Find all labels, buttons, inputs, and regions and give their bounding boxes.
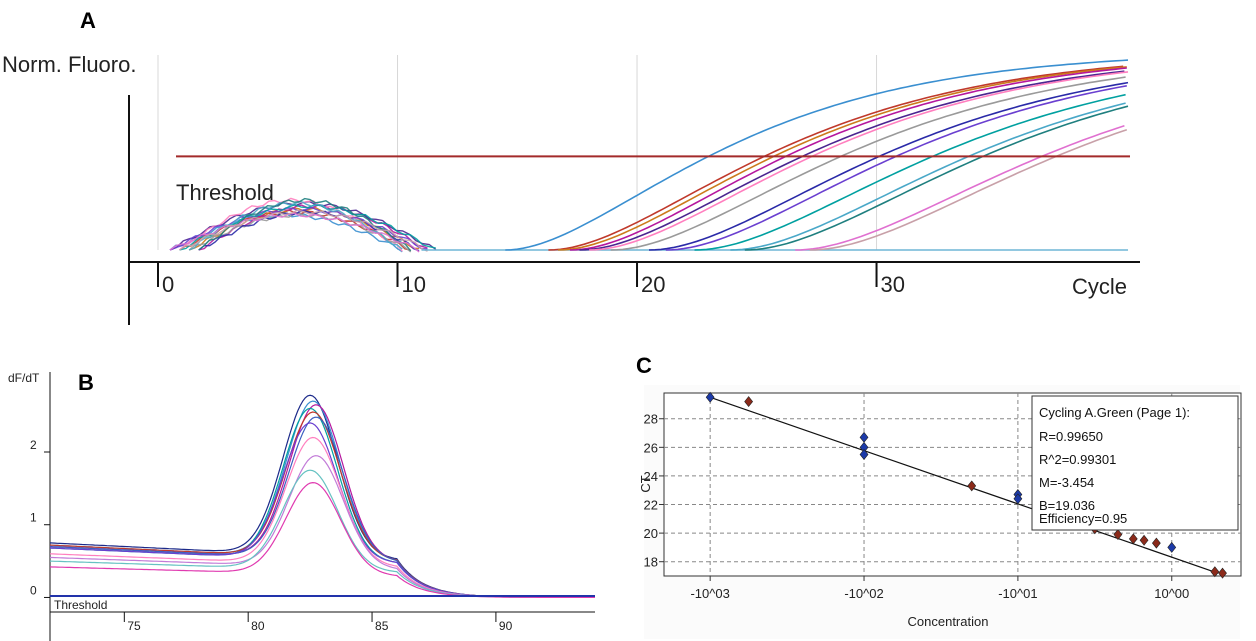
panel-b-melt-curve [49, 481, 595, 598]
panel-b-y-tick-label: 2 [30, 438, 37, 452]
panel-c-y-tick-label: 22 [644, 498, 658, 513]
panel-a-ylabel: Norm. Fluoro. [2, 52, 136, 77]
panel-b-y-tick-label: 0 [30, 583, 37, 597]
panel-a-x-tick-label: 10 [402, 272, 426, 297]
panel-b-ylabel: dF/dT [8, 371, 40, 385]
panel-b-y-tick-label: 1 [30, 511, 37, 525]
panel-a-amplification-curve [795, 124, 1125, 251]
panel-b-melt-curve [49, 469, 595, 598]
panel-b-x-tick-label: 80 [251, 619, 265, 633]
panel-b-melt-curve [49, 422, 595, 598]
panel-c-ylabel: CT [638, 475, 653, 492]
panel-a-amplification-curve [809, 128, 1128, 251]
panel-a-x-tick-label: 20 [641, 272, 665, 297]
panel-c-legend-line: M=-3.454 [1039, 475, 1094, 490]
panel-a-amplification-curve [744, 105, 1129, 251]
panel-c-y-tick-label: 26 [644, 440, 658, 455]
panel-b: B dF/dT 75 80 85 90 0 1 2 Threshold [8, 370, 595, 641]
panel-c-y-tick-label: 24 [644, 469, 658, 484]
panel-a-gridlines [157, 55, 878, 250]
panel-a-amplification-curve [548, 65, 1124, 251]
panel-a-baseline-noise [169, 197, 1129, 253]
panel-a-curves [505, 59, 1129, 251]
panel-a-threshold-label: Threshold [176, 180, 274, 205]
panel-c-y-tick-label: 28 [644, 412, 658, 427]
panel-c-data-point [1013, 493, 1023, 505]
panel-b-melt-curve [49, 436, 595, 598]
panel-c-legend-line: Efficiency=0.95 [1039, 511, 1127, 526]
panel-a-amplification-curve [694, 93, 1126, 251]
panel-a-letter: A [80, 8, 96, 33]
panel-c-x-tick-label: -10^03 [690, 586, 729, 601]
panel-a-amplification-curve [589, 71, 1129, 251]
panel-c-legend-line: B=19.036 [1039, 498, 1095, 513]
panel-c-x-tick-label: 10^00 [1154, 586, 1189, 601]
panel-c-data-point [1113, 529, 1123, 541]
panel-b-melt-curve [49, 394, 595, 598]
panel-c-x-tick-label: -10^01 [998, 586, 1037, 601]
panel-c-data-point [744, 396, 754, 408]
panel-a-amplification-curve [579, 70, 1125, 251]
panel-a: A Norm. Fluoro. 0 10 20 30 Cycle Threshold [2, 8, 1140, 325]
panel-c-legend-box [1031, 395, 1239, 531]
panel-b-threshold-label: Threshold [54, 598, 107, 612]
panel-a-amplification-curve [730, 102, 1126, 251]
panel-c: C -10^03 -10^02 -10^01 10^00 18 20 22 24 26 28 Co… [636, 353, 1242, 639]
panel-a-amplification-curve [569, 67, 1127, 251]
panel-b-melt-curve [49, 400, 595, 598]
panel-c-legend: Cycling A.Green (Page 1): R=0.99650 R^2=… [1031, 395, 1239, 531]
panel-c-data-point [1128, 533, 1138, 545]
panel-c-data-point [967, 480, 977, 492]
panel-c-letter: C [636, 353, 652, 378]
panel-b-x-tick-label: 90 [499, 619, 513, 633]
panel-a-amplification-curve [505, 59, 1129, 251]
panel-a-amplification-curve [610, 76, 1126, 251]
panel-b-letter: B [78, 370, 94, 395]
panel-c-xlabel: Concentration [908, 614, 989, 629]
panel-b-melt-curve [50, 455, 595, 598]
panel-c-ticks: -10^03 -10^02 -10^01 10^00 18 20 22 24 26 28 [644, 412, 1190, 601]
panel-a-baseline-curve [179, 209, 428, 252]
panel-b-x-tick-label: 75 [127, 619, 141, 633]
panel-a-ticks: 0 10 20 30 [157, 262, 905, 297]
panel-a-x-tick-label: 0 [162, 272, 174, 297]
panel-b-curves [49, 394, 595, 598]
panel-c-x-tick-label: -10^02 [844, 586, 883, 601]
panel-c-data-point [1167, 541, 1177, 553]
panel-c-data-point [1151, 537, 1161, 549]
panel-c-data-point [705, 391, 715, 403]
panel-c-data-point [1218, 567, 1227, 579]
panel-c-data-point [1210, 566, 1220, 578]
panel-c-data-point [1139, 534, 1149, 546]
panel-c-legend-title: Cycling A.Green (Page 1): [1039, 405, 1190, 420]
panel-b-ticks: 75 80 85 90 0 1 2 [30, 438, 513, 633]
panel-c-y-tick-label: 20 [644, 526, 658, 541]
panel-c-y-tick-label: 18 [644, 555, 658, 570]
panel-b-x-tick-label: 85 [375, 619, 389, 633]
panel-a-amplification-curve [648, 81, 1129, 251]
panel-a-x-tick-label: 30 [881, 272, 905, 297]
panel-a-amplification-curve [557, 66, 1127, 251]
panel-a-xlabel: Cycle [1072, 274, 1127, 299]
panel-c-data-point [859, 448, 869, 460]
panel-c-legend-line: R^2=0.99301 [1039, 452, 1116, 467]
panel-c-legend-line: R=0.99650 [1039, 429, 1103, 444]
